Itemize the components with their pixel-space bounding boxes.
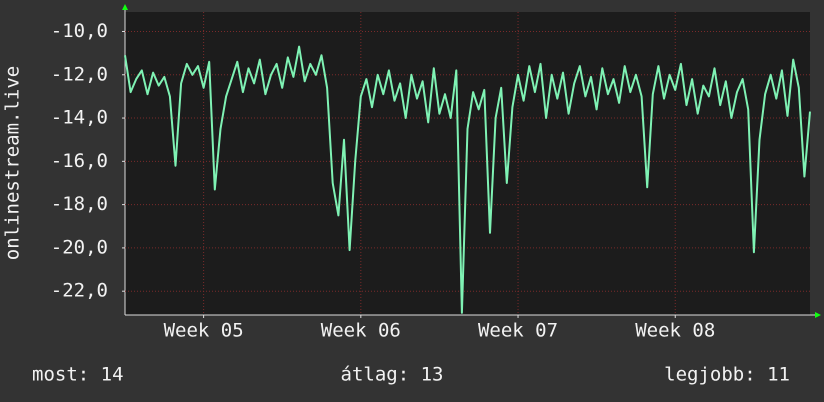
data-line xyxy=(124,45,811,314)
x-tick-label: Week 06 xyxy=(321,320,401,342)
y-tick-label: -16,0 xyxy=(51,150,108,172)
y-tick-label: -18,0 xyxy=(51,193,108,215)
stat-best: legjobb: 11 xyxy=(664,364,790,386)
x-arrow xyxy=(815,312,821,318)
plot-area xyxy=(125,12,810,315)
x-tick-label: Week 07 xyxy=(478,320,558,342)
y-tick-label: -10,0 xyxy=(51,20,108,42)
y-tick-label: -22,0 xyxy=(51,280,108,302)
y-tick-label: -14,0 xyxy=(51,107,108,129)
y-tick-label: -20,0 xyxy=(51,236,108,258)
stat-average: átlag: 13 xyxy=(341,364,444,386)
y-arrow xyxy=(122,4,128,10)
y-axis-label: onlinestream.live xyxy=(2,66,24,260)
stat-current: most: 14 xyxy=(32,364,124,386)
y-tick-label: -12,0 xyxy=(51,63,108,85)
x-tick-label: Week 05 xyxy=(164,320,244,342)
x-tick-label: Week 08 xyxy=(635,320,715,342)
